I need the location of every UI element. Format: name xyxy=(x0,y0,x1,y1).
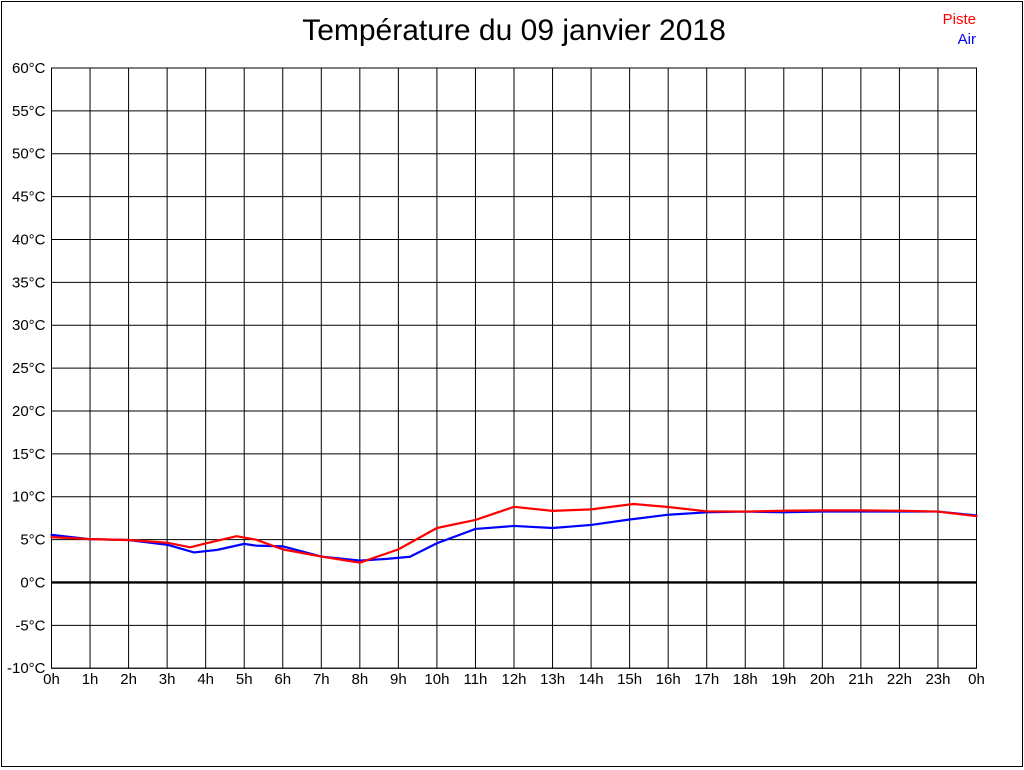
svg-text:9h: 9h xyxy=(390,671,407,688)
svg-text:15h: 15h xyxy=(617,671,642,688)
svg-text:23h: 23h xyxy=(925,671,950,688)
svg-text:0h: 0h xyxy=(968,671,985,688)
svg-text:10h: 10h xyxy=(424,671,449,688)
svg-text:35°C: 35°C xyxy=(12,274,46,291)
svg-text:4h: 4h xyxy=(197,671,214,688)
svg-text:20h: 20h xyxy=(810,671,835,688)
svg-text:2h: 2h xyxy=(120,671,137,688)
svg-text:6h: 6h xyxy=(274,671,291,688)
svg-text:30°C: 30°C xyxy=(12,317,46,334)
svg-text:5°C: 5°C xyxy=(20,532,45,549)
svg-text:7h: 7h xyxy=(313,671,330,688)
svg-text:15°C: 15°C xyxy=(12,446,46,463)
svg-text:18h: 18h xyxy=(733,671,758,688)
svg-text:10°C: 10°C xyxy=(12,489,46,506)
svg-text:3h: 3h xyxy=(159,671,176,688)
svg-text:0°C: 0°C xyxy=(20,574,45,591)
svg-text:16h: 16h xyxy=(656,671,681,688)
svg-text:60°C: 60°C xyxy=(12,60,46,77)
svg-text:19h: 19h xyxy=(771,671,796,688)
svg-text:22h: 22h xyxy=(887,671,912,688)
svg-text:14h: 14h xyxy=(579,671,604,688)
svg-text:13h: 13h xyxy=(540,671,565,688)
svg-text:50°C: 50°C xyxy=(12,146,46,163)
svg-text:5h: 5h xyxy=(236,671,253,688)
svg-text:25°C: 25°C xyxy=(12,360,46,377)
svg-text:-5°C: -5°C xyxy=(15,617,45,634)
svg-text:17h: 17h xyxy=(694,671,719,688)
svg-text:-10°C: -10°C xyxy=(7,660,46,677)
svg-text:45°C: 45°C xyxy=(12,189,46,206)
svg-text:11h: 11h xyxy=(463,671,487,688)
svg-text:20°C: 20°C xyxy=(12,403,46,420)
svg-text:55°C: 55°C xyxy=(12,103,46,120)
svg-text:21h: 21h xyxy=(848,671,873,688)
svg-text:0h: 0h xyxy=(43,671,60,688)
svg-text:8h: 8h xyxy=(351,671,368,688)
svg-text:40°C: 40°C xyxy=(12,231,46,248)
svg-text:1h: 1h xyxy=(82,671,99,688)
svg-text:12h: 12h xyxy=(501,671,526,688)
